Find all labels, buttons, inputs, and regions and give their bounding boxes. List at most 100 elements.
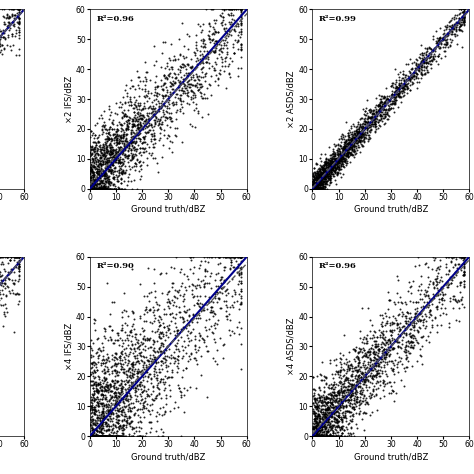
Point <box>162 113 169 120</box>
Point <box>329 427 337 435</box>
Point <box>363 348 371 356</box>
Point <box>104 407 112 414</box>
Point <box>88 167 95 175</box>
Point <box>14 12 21 19</box>
Point <box>144 140 151 148</box>
Point <box>202 326 210 334</box>
Point <box>352 128 360 135</box>
Point <box>15 257 23 264</box>
Point <box>91 316 99 324</box>
Point <box>187 86 195 93</box>
Point <box>341 144 348 151</box>
Point <box>98 400 105 407</box>
Point <box>106 426 113 433</box>
Point <box>177 333 184 341</box>
Point <box>319 179 327 186</box>
Point <box>448 36 456 44</box>
Point <box>122 370 130 377</box>
Point <box>95 183 103 191</box>
Point <box>356 397 364 404</box>
Point <box>142 318 149 325</box>
Point <box>195 302 203 310</box>
Point <box>93 174 101 182</box>
Point <box>392 317 400 324</box>
Point <box>408 325 415 332</box>
Point <box>214 28 222 36</box>
Point <box>359 345 367 352</box>
Point <box>427 52 435 60</box>
Point <box>157 329 165 337</box>
Point <box>91 432 98 440</box>
Point <box>428 295 435 303</box>
Point <box>131 85 139 92</box>
Point <box>321 172 328 179</box>
Point <box>330 155 337 163</box>
Point <box>218 273 226 281</box>
Point <box>376 110 383 118</box>
Point <box>350 396 357 404</box>
Point <box>113 393 120 401</box>
Point <box>173 339 181 347</box>
Point <box>393 289 401 297</box>
Point <box>319 432 326 440</box>
Point <box>97 148 105 155</box>
Point <box>313 432 320 440</box>
Point <box>106 414 114 421</box>
Point <box>311 185 319 192</box>
Point <box>460 253 468 261</box>
Point <box>235 305 242 313</box>
Point <box>338 415 346 422</box>
Point <box>201 267 209 274</box>
Point <box>90 185 98 192</box>
Point <box>377 358 384 365</box>
Point <box>178 61 186 68</box>
Point <box>320 423 328 430</box>
Point <box>362 410 369 417</box>
Point <box>317 175 325 182</box>
Point <box>370 351 377 358</box>
Point <box>141 93 148 100</box>
Point <box>390 97 398 105</box>
Point <box>200 276 207 284</box>
Point <box>93 169 100 176</box>
Point <box>340 397 347 405</box>
Point <box>126 357 133 365</box>
Point <box>119 339 127 346</box>
Point <box>405 278 412 286</box>
Point <box>317 171 325 179</box>
Point <box>158 411 166 419</box>
Point <box>15 253 23 261</box>
Point <box>93 428 101 435</box>
Point <box>138 139 146 147</box>
Point <box>413 74 420 82</box>
Point <box>198 82 205 90</box>
Point <box>389 83 397 91</box>
Point <box>415 66 423 74</box>
Point <box>408 64 416 72</box>
Point <box>325 170 332 178</box>
Point <box>104 365 112 373</box>
Point <box>330 155 338 162</box>
Point <box>452 298 459 305</box>
Point <box>129 132 137 139</box>
Point <box>165 297 173 305</box>
Point <box>113 134 120 141</box>
Point <box>91 179 98 186</box>
Point <box>310 423 318 431</box>
Point <box>152 359 159 367</box>
Point <box>15 258 23 266</box>
Point <box>142 129 150 137</box>
Point <box>317 432 324 439</box>
Point <box>319 177 327 185</box>
Point <box>128 185 136 192</box>
Point <box>351 432 358 440</box>
Point <box>340 402 347 410</box>
Point <box>313 413 321 421</box>
Point <box>322 164 329 171</box>
Point <box>206 81 214 89</box>
Point <box>111 148 118 156</box>
Point <box>441 44 449 51</box>
Point <box>1 279 9 287</box>
Point <box>86 432 94 440</box>
Point <box>380 346 387 354</box>
